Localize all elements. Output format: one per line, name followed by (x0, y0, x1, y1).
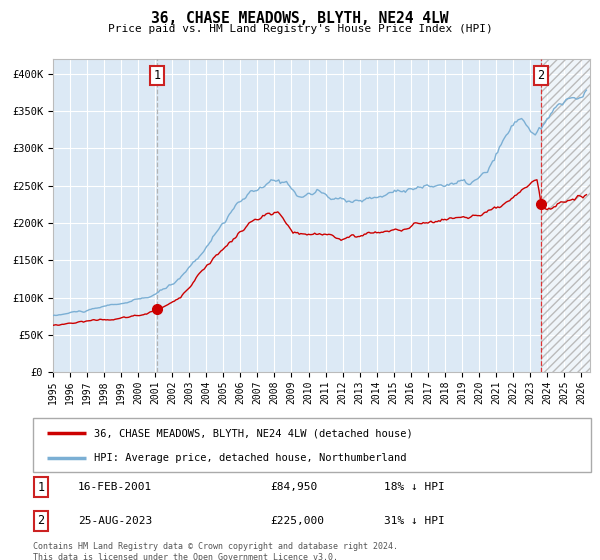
Text: 18% ↓ HPI: 18% ↓ HPI (384, 482, 445, 492)
Text: 2: 2 (37, 514, 44, 528)
Text: 1: 1 (154, 69, 161, 82)
Text: £225,000: £225,000 (270, 516, 324, 526)
Text: 2: 2 (538, 69, 545, 82)
Bar (541, 59, 590, 372)
Text: 36, CHASE MEADOWS, BLYTH, NE24 4LW: 36, CHASE MEADOWS, BLYTH, NE24 4LW (151, 11, 449, 26)
Text: £84,950: £84,950 (270, 482, 317, 492)
Text: 16-FEB-2001: 16-FEB-2001 (78, 482, 152, 492)
Text: Contains HM Land Registry data © Crown copyright and database right 2024.: Contains HM Land Registry data © Crown c… (33, 542, 398, 551)
Text: HPI: Average price, detached house, Northumberland: HPI: Average price, detached house, Nort… (94, 453, 407, 463)
Bar (541, 59, 590, 372)
Text: This data is licensed under the Open Government Licence v3.0.: This data is licensed under the Open Gov… (33, 553, 338, 560)
FancyBboxPatch shape (33, 418, 591, 472)
Text: 31% ↓ HPI: 31% ↓ HPI (384, 516, 445, 526)
Text: 1: 1 (37, 480, 44, 494)
Text: 25-AUG-2023: 25-AUG-2023 (78, 516, 152, 526)
Text: 36, CHASE MEADOWS, BLYTH, NE24 4LW (detached house): 36, CHASE MEADOWS, BLYTH, NE24 4LW (deta… (94, 428, 413, 438)
Text: Price paid vs. HM Land Registry's House Price Index (HPI): Price paid vs. HM Land Registry's House … (107, 24, 493, 34)
